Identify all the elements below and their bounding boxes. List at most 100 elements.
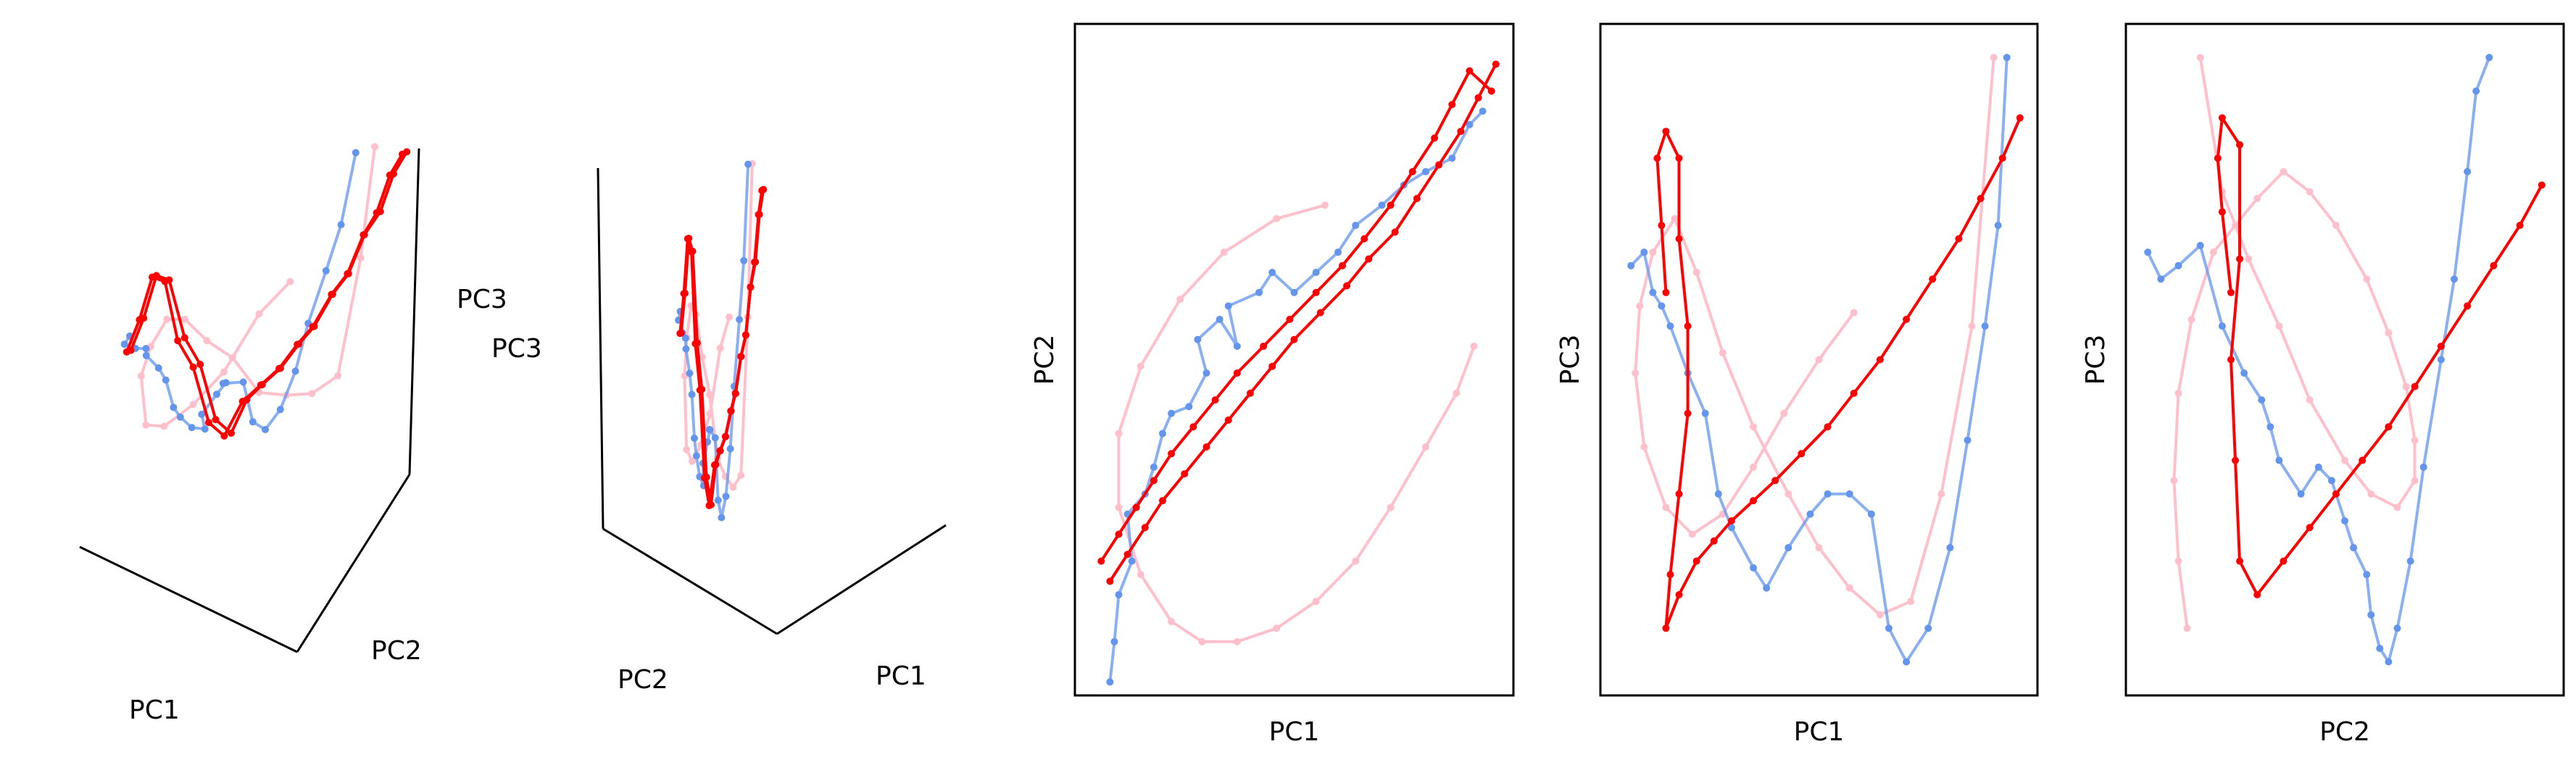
plot-frame [1073, 22, 1515, 697]
trace-point [722, 432, 730, 440]
data-point [1750, 423, 1758, 431]
trace-point [688, 457, 696, 465]
data-point [1640, 443, 1648, 451]
data-point [1675, 590, 1683, 598]
data-point [1845, 584, 1853, 592]
trace-point [705, 426, 713, 433]
data-point [1977, 195, 1985, 203]
trace-point [677, 329, 685, 337]
trace-point [744, 160, 752, 168]
data-point [1474, 93, 1482, 101]
trace-point [308, 390, 316, 398]
data-point [1727, 516, 1735, 524]
data-point [2218, 322, 2226, 330]
data-point [1806, 510, 1814, 518]
trace-point [137, 372, 145, 380]
trace-point [689, 247, 697, 255]
trace-point [726, 445, 734, 453]
data-point [1220, 248, 1228, 256]
data-point [1824, 423, 1832, 431]
trace-point [188, 424, 196, 432]
x-axis-label: PC2 [2319, 717, 2370, 747]
trace-point [286, 277, 294, 285]
trace-point [755, 211, 763, 219]
data-point [2236, 141, 2244, 149]
series-line-1 [1108, 110, 1484, 682]
data-point [1106, 577, 1114, 585]
trace-point [688, 390, 696, 398]
series-line-0 [2172, 57, 2417, 629]
data-point [2232, 222, 2239, 230]
trace-point [702, 473, 710, 481]
data-point [1876, 356, 1884, 364]
trace-point [165, 276, 173, 284]
data-point [1260, 342, 1268, 350]
data-point [2240, 369, 2248, 377]
trace-point [196, 361, 204, 368]
data-point [1784, 490, 1792, 498]
trace-point [239, 378, 247, 386]
plot-frame [2124, 22, 2565, 697]
data-point [1115, 503, 1123, 511]
trace-point [258, 381, 266, 388]
data-point [1640, 248, 1648, 256]
data-point [1937, 490, 1945, 498]
data-point [2214, 154, 2222, 162]
data-point [1115, 590, 1123, 598]
trace-point [698, 353, 706, 361]
data-point [1470, 342, 1478, 350]
data-point [1850, 389, 1858, 397]
data-point [1903, 658, 1911, 666]
trace-point [120, 340, 128, 348]
data-point [1339, 262, 1347, 269]
data-point [1750, 497, 1758, 505]
data-point [2196, 54, 2204, 62]
trace-point [681, 289, 689, 297]
data-point [1391, 228, 1399, 236]
trace-point [220, 368, 228, 376]
series-line-2 [1655, 117, 2022, 630]
axis-label-pc3: PC3 [491, 334, 542, 364]
data-point [2385, 329, 2393, 337]
trace-point [189, 363, 197, 371]
trace-point [690, 434, 698, 442]
data-point [1946, 544, 1954, 552]
data-point [1378, 201, 1386, 209]
data-point [1132, 503, 1140, 511]
trace-point [322, 267, 330, 275]
data-point [2350, 544, 2358, 552]
data-point [1312, 268, 1320, 276]
y-axis-label: PC2 [1030, 335, 1060, 385]
data-point [1924, 624, 1932, 632]
panel-pc2-pc3: PC2 PC3 [2081, 22, 2565, 747]
data-point [1312, 598, 1320, 606]
data-point [1097, 557, 1105, 565]
data-point [1632, 369, 1640, 377]
data-point [2170, 477, 2178, 485]
data-point [1466, 121, 1474, 129]
trace-point [142, 421, 150, 429]
axis-pc2 [296, 474, 411, 653]
trace-point [747, 283, 755, 291]
data-point [1692, 268, 1700, 276]
x-axis-label: PC1 [1794, 717, 1845, 747]
data-point [1784, 544, 1792, 552]
data-point [1850, 309, 1858, 317]
data-point [1750, 564, 1758, 572]
data-point [2367, 611, 2375, 619]
data-point [2232, 456, 2239, 464]
data-point [1176, 296, 1184, 304]
data-point [2393, 503, 2401, 511]
data-point [2385, 658, 2393, 666]
data-point [1692, 557, 1700, 565]
data-point [1688, 530, 1696, 538]
data-point [1675, 235, 1683, 243]
data-point [1352, 222, 1360, 230]
trace-point [189, 401, 197, 409]
data-point [2359, 456, 2367, 464]
trace-point [142, 351, 150, 359]
data-point [2406, 557, 2414, 565]
trace-point [180, 334, 188, 342]
data-point [1198, 637, 1206, 645]
trace-point [154, 364, 162, 372]
